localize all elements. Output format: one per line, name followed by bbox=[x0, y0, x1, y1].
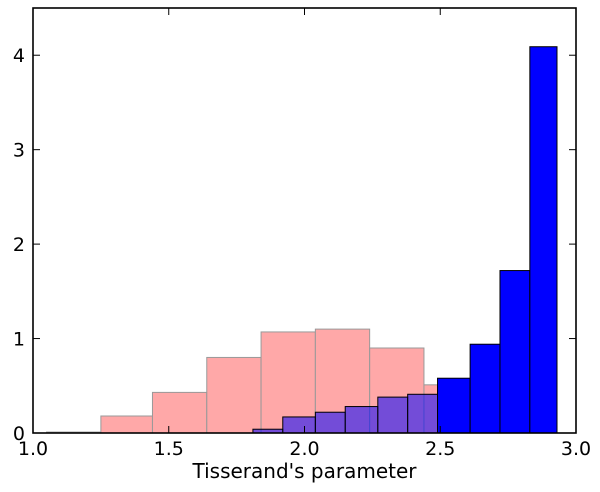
y-tick-label-0: 0 bbox=[13, 423, 25, 445]
x-tick-label-3: 2.5 bbox=[425, 438, 455, 460]
bar-series-0-bin-1 bbox=[100, 415, 153, 434]
y-tick-label-4: 4 bbox=[13, 45, 25, 67]
x-tick-label-1: 1.5 bbox=[154, 438, 184, 460]
bar-series-1-bin-2 bbox=[314, 411, 346, 434]
x-tick-label-0: 1.0 bbox=[18, 438, 48, 460]
bar-series-1-bin-1 bbox=[282, 416, 316, 434]
bar-series-1-bin-5 bbox=[407, 393, 439, 434]
y-tick-label-2: 2 bbox=[13, 234, 25, 256]
x-tick-label-4: 3.0 bbox=[561, 438, 591, 460]
bar-series-1-bin-4 bbox=[377, 396, 409, 434]
bar-series-2-bin-3 bbox=[529, 46, 558, 434]
y-tick-label-3: 3 bbox=[13, 140, 25, 162]
bar-series-2-bin-1 bbox=[469, 343, 501, 434]
x-tick-label-2: 2.0 bbox=[289, 438, 319, 460]
x-axis-label: Tisserand's parameter bbox=[191, 459, 417, 483]
bars-layer bbox=[46, 46, 558, 434]
y-tick-label-1: 1 bbox=[13, 329, 25, 351]
plot-frame bbox=[32, 7, 577, 434]
bar-series-1-bin-3 bbox=[344, 406, 379, 434]
bar-series-0-bin-3 bbox=[206, 356, 262, 434]
bar-series-0-bin-2 bbox=[151, 391, 208, 434]
ticks-layer: 1.0 1.5 2.0 2.5 3.0 0 1 2 3 4 bbox=[13, 8, 591, 460]
bar-series-2-bin-0 bbox=[437, 377, 471, 434]
bar-series-2-bin-2 bbox=[499, 270, 531, 434]
